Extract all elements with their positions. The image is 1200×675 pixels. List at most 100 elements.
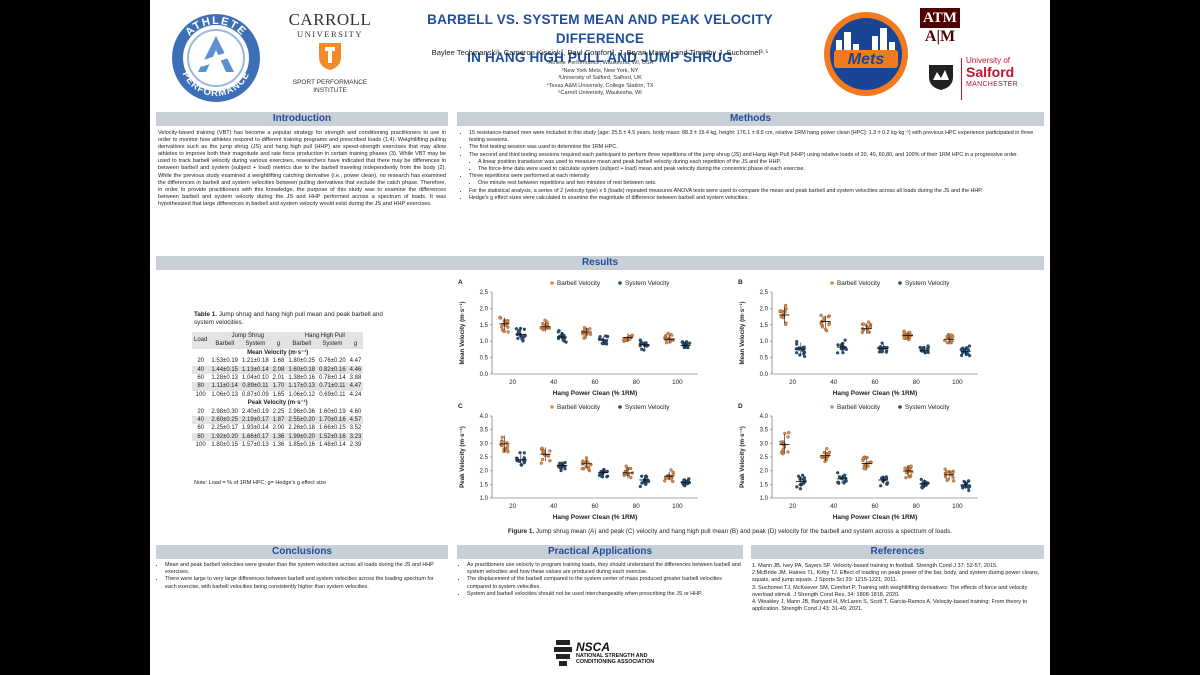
data-point xyxy=(683,345,687,349)
data-point xyxy=(795,342,799,346)
figure-caption: Figure 1. Jump shrug mean (A) and peak (… xyxy=(507,528,953,535)
list-item: 1. Mann JB, Ivey PA, Sayers SP. Velocity… xyxy=(752,563,998,569)
data-point xyxy=(819,322,824,326)
conclusions-header: Conclusions xyxy=(156,545,448,559)
data-point xyxy=(779,450,784,455)
data-point xyxy=(786,450,790,454)
x-tick-label: 100 xyxy=(952,379,963,386)
data-point xyxy=(539,461,543,465)
y-axis-title: Mean Velocity (m·s⁻¹) xyxy=(459,301,466,364)
table-cell: 2.08 xyxy=(272,366,285,373)
mets-logo: Mets xyxy=(824,12,908,96)
data-point xyxy=(802,345,806,349)
table-row: 20 2.98±0.30 2.40±0.19 2.25 2.96±0.36 1.60±0.… xyxy=(192,408,363,416)
table-cell: 20 xyxy=(197,358,205,365)
data-point xyxy=(825,447,829,451)
data-point xyxy=(638,484,642,489)
table-cell: 1.60±0.19 xyxy=(319,408,346,415)
data-point xyxy=(824,457,829,461)
data-point xyxy=(967,354,972,358)
table-header: System xyxy=(245,341,266,348)
table-cell: 1.99±0.20 xyxy=(288,433,316,440)
table-header: Barbell xyxy=(215,341,235,348)
list-item: Mean and peak barbell velocities were gr… xyxy=(165,562,444,576)
list-item: As practitioners use velocity to program… xyxy=(467,562,742,576)
y-tick-label: 0.5 xyxy=(480,356,489,362)
table-note: Note: Load = % of 1RM HPC; g= Hedge's g … xyxy=(194,480,327,486)
data-point xyxy=(967,344,972,348)
data-point xyxy=(646,343,650,347)
table-cell: 4.57 xyxy=(349,417,362,424)
data-point xyxy=(685,480,690,484)
data-point xyxy=(640,341,645,345)
introduction-header: Introduction xyxy=(156,112,448,126)
panel-label: C xyxy=(458,403,463,410)
table-cell: 100 xyxy=(195,391,206,398)
data-point xyxy=(514,327,518,331)
data-point xyxy=(628,337,632,341)
texas-am-logo: ATM A|M xyxy=(920,8,960,46)
data-point xyxy=(628,466,633,471)
table-section-title: Mean Velocity (m·s⁻¹) xyxy=(247,349,309,356)
table-cell: 0.82±0.16 xyxy=(319,366,346,373)
table-cell: 1.80±0.25 xyxy=(288,358,316,365)
data-point xyxy=(801,481,806,485)
x-tick-label: 80 xyxy=(633,503,641,510)
data-point xyxy=(962,479,966,484)
data-point xyxy=(580,467,584,471)
data-point xyxy=(920,485,924,489)
data-point xyxy=(779,440,783,444)
data-point xyxy=(669,477,673,481)
legend-label: System Velocity xyxy=(625,280,670,287)
data-point xyxy=(564,340,568,344)
affiliations: ¹Athlete Performance, Waukesha, WI, USA … xyxy=(546,60,654,97)
table-header: Jump Shrug xyxy=(231,333,265,339)
data-point xyxy=(922,347,926,351)
data-point xyxy=(644,475,649,479)
data-point xyxy=(796,474,801,478)
data-point xyxy=(504,323,508,328)
data-point xyxy=(500,435,504,439)
x-tick-label: 60 xyxy=(871,379,879,386)
data-point xyxy=(500,440,504,444)
list-item: The displacement of the barbell compared… xyxy=(467,576,742,590)
x-tick-label: 20 xyxy=(509,503,517,510)
legend-marker xyxy=(830,405,834,409)
data-point xyxy=(880,341,884,345)
table-cell: 1.70±0.16 xyxy=(319,417,346,424)
data-point xyxy=(948,341,952,345)
practical-applications-list: As practitioners use velocity to program… xyxy=(460,562,742,598)
panel-label: A xyxy=(458,279,463,286)
panel-label: D xyxy=(738,403,743,410)
data-point xyxy=(968,484,972,489)
data-point xyxy=(518,326,523,331)
legend-marker xyxy=(550,281,554,285)
table-cell: 1.85±0.16 xyxy=(288,442,316,449)
data-point xyxy=(586,467,591,471)
table-cell: 1.21±0.18 xyxy=(242,358,269,365)
data-point xyxy=(588,327,592,331)
data-point xyxy=(588,332,593,336)
table-cell: 1.36 xyxy=(272,433,285,440)
table-cell: 2.25±0.17 xyxy=(211,425,239,432)
table-cell: 2.96±0.36 xyxy=(288,408,316,415)
y-tick-label: 0.0 xyxy=(480,372,489,378)
y-tick-label: 2.0 xyxy=(480,306,489,312)
data-point xyxy=(878,484,883,488)
data-point xyxy=(802,476,807,480)
data-point xyxy=(842,474,846,478)
data-point xyxy=(671,338,676,342)
data-point xyxy=(557,464,561,468)
data-point xyxy=(823,327,828,331)
table-cell: 40 xyxy=(197,417,205,424)
table-cell: 1.44±0.15 xyxy=(211,366,239,373)
x-tick-label: 100 xyxy=(672,503,683,510)
y-tick-label: 1.5 xyxy=(480,482,489,488)
results-header: Results xyxy=(156,256,1044,270)
svg-text:Mets: Mets xyxy=(848,51,885,68)
table-cell: 1.68 xyxy=(272,358,285,365)
methods-list: 15 resistance-trained men were included … xyxy=(462,130,1044,202)
table-row: 60 1.28±0.13 1.04±0.10 2.01 1.38±0.16 0.78±0.… xyxy=(192,374,363,382)
table-cell: 1.53±0.19 xyxy=(211,358,239,365)
table-cell: 3.23 xyxy=(349,433,362,440)
